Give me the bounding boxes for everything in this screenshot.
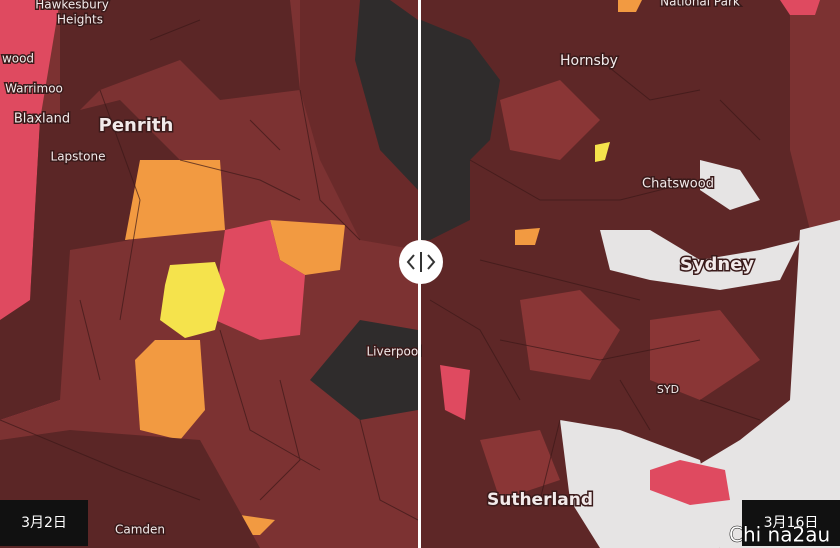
- date-label: 3月2日: [21, 515, 67, 531]
- place-label: Lapstone: [51, 150, 106, 164]
- date-box: [742, 500, 840, 546]
- place-label: Hornsby: [560, 53, 618, 69]
- date-label: 3月16日: [764, 515, 819, 531]
- place-label: Penrith: [99, 115, 174, 136]
- place-label: wood: [2, 52, 34, 66]
- place-label: Liverpool: [366, 345, 421, 359]
- place-label: SYD: [657, 383, 679, 396]
- date-box: [0, 500, 88, 546]
- place-label: Blaxland: [14, 112, 70, 127]
- place-label: Chatswood: [642, 177, 714, 192]
- right-map: [421, 0, 840, 548]
- place-label: Sutherland: [487, 490, 593, 510]
- place-label: Hawkesbury: [35, 0, 109, 12]
- slider-handle[interactable]: [399, 240, 443, 284]
- place-label: Sydney: [680, 254, 755, 275]
- place-label: National Park: [660, 0, 740, 9]
- place-label: Camden: [115, 523, 165, 537]
- place-label: Warrimoo: [5, 82, 63, 96]
- watermark: Chi na2au: [729, 523, 830, 547]
- place-label: Heights: [57, 13, 103, 27]
